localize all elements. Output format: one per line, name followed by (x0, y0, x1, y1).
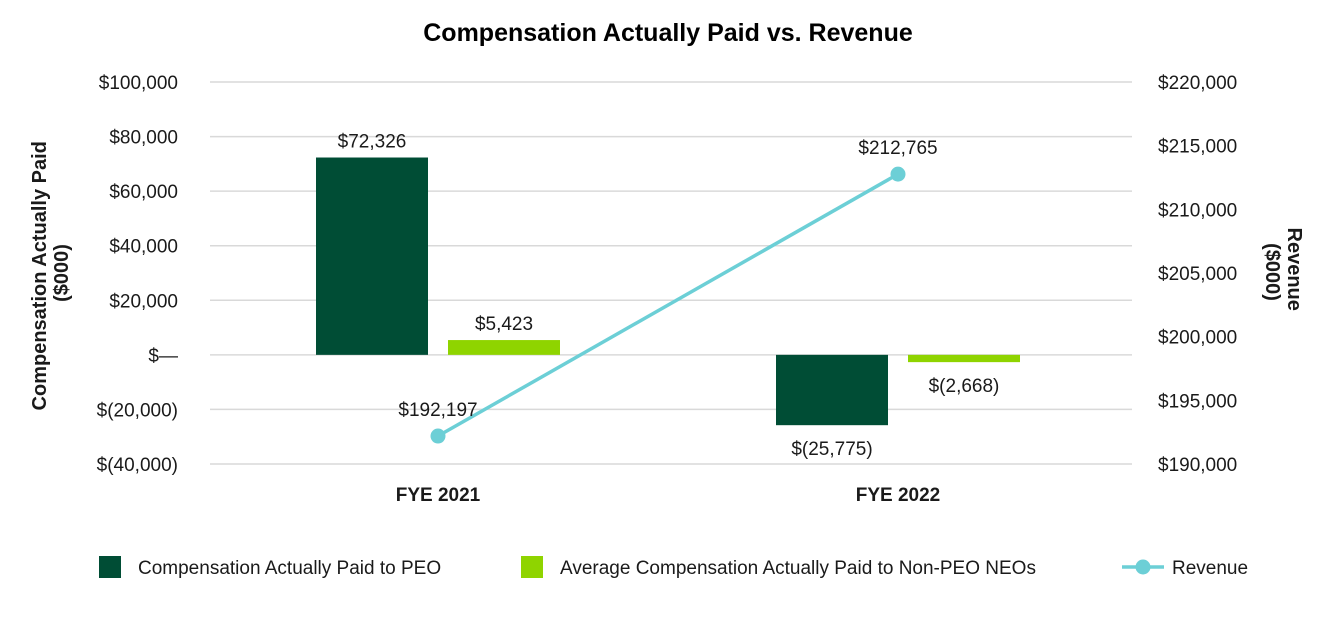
bar-non-peo-1 (908, 354, 1020, 363)
left-axis-title: Compensation Actually Paid ($000) (29, 136, 73, 411)
revenue-point-1 (890, 166, 906, 182)
left-tick-label: $40,000 (109, 237, 178, 258)
category-labels: FYE 2021 FYE 2022 (396, 485, 941, 506)
left-tick-label: $80,000 (109, 128, 178, 149)
legend-swatch-peo (99, 556, 121, 578)
data-label: $72,326 (338, 132, 407, 153)
category-label: FYE 2021 (396, 485, 481, 506)
data-label: $(2,668) (929, 376, 1000, 397)
category-label: FYE 2022 (856, 485, 941, 506)
right-tick-label: $190,000 (1158, 455, 1237, 476)
left-axis-ticks: $100,000 $80,000 $60,000 $40,000 $20,000 $— $(… (97, 73, 178, 476)
legend-swatch-non-peo (521, 556, 543, 578)
left-axis-title-line-2: ($000) (51, 244, 73, 302)
right-tick-label: $195,000 (1158, 391, 1237, 412)
right-axis-title-line-1: Revenue (1283, 228, 1305, 311)
right-axis-title-line-2: ($000) (1261, 243, 1283, 301)
left-tick-label: $— (148, 346, 178, 367)
right-tick-label: $205,000 (1158, 264, 1237, 285)
legend: Compensation Actually Paid to PEO Average… (99, 556, 1248, 579)
left-tick-label: $(40,000) (97, 455, 178, 476)
bars (316, 157, 1020, 426)
bar-peo-1 (776, 354, 888, 426)
data-labels: $72,326 $(25,775) $5,423 $(2,668) $192,197 $2… (338, 132, 1000, 461)
left-tick-label: $100,000 (99, 73, 178, 94)
right-tick-label: $215,000 (1158, 137, 1237, 158)
revenue-line (437, 172, 899, 438)
data-label: $(25,775) (791, 439, 872, 460)
right-axis-ticks: $220,000 $215,000 $210,000 $205,000 $200,000… (1158, 73, 1237, 476)
revenue-line-series (430, 166, 906, 444)
right-tick-label: $220,000 (1158, 73, 1237, 94)
left-tick-label: $(20,000) (97, 400, 178, 421)
left-tick-label: $20,000 (109, 291, 178, 312)
legend-label-revenue: Revenue (1172, 558, 1248, 579)
right-tick-label: $210,000 (1158, 200, 1237, 221)
left-axis-title-line-1: Compensation Actually Paid (29, 141, 51, 410)
legend-marker-revenue (1135, 559, 1151, 575)
legend-label-peo: Compensation Actually Paid to PEO (138, 558, 441, 579)
legend-label-non-peo: Average Compensation Actually Paid to No… (560, 558, 1036, 579)
revenue-point-0 (430, 428, 446, 444)
chart-title: Compensation Actually Paid vs. Revenue (423, 19, 913, 47)
bar-non-peo-0 (448, 340, 560, 355)
data-label: $5,423 (475, 314, 533, 335)
revenue-data-label: $192,197 (398, 400, 477, 421)
right-axis-title: Revenue ($000) (1261, 228, 1305, 317)
left-tick-label: $60,000 (109, 182, 178, 203)
right-tick-label: $200,000 (1158, 328, 1237, 349)
bar-peo-0 (316, 157, 428, 355)
revenue-data-label: $212,765 (858, 138, 937, 159)
